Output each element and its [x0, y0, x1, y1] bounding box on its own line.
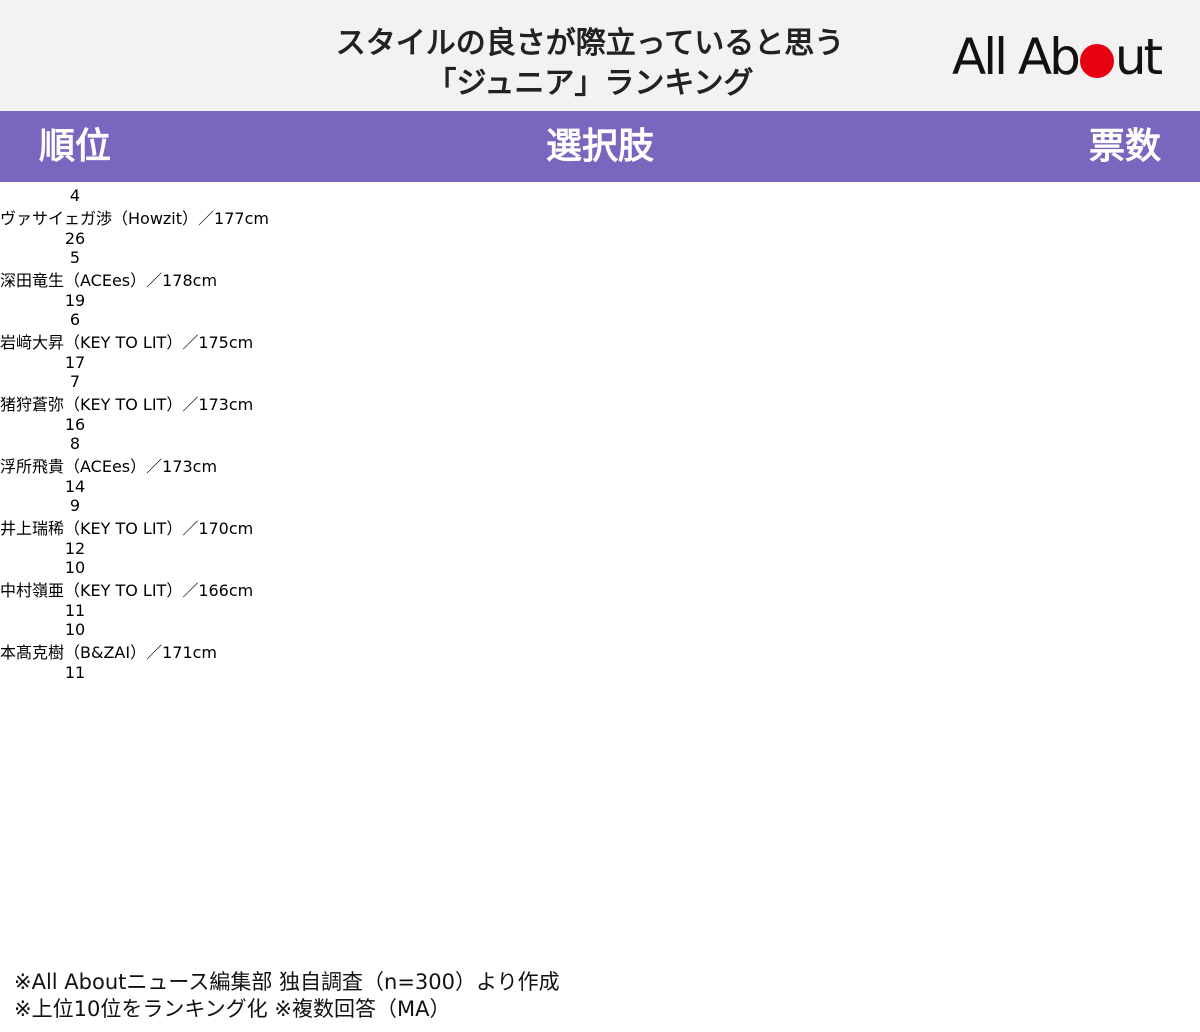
logo-dot	[1079, 44, 1114, 78]
table-row: 10 本髙克樹（B&ZAI）／171cm 11	[0, 620, 1200, 682]
logo: All Ab ut	[952, 28, 1163, 86]
rank: 10	[64, 558, 86, 577]
votes: 11	[64, 601, 86, 620]
table-row: 5 深田竜生（ACEes）／178cm 19	[0, 248, 1200, 310]
note: ※All Aboutニュース編集部 独自調査（n=300）より作成	[14, 970, 560, 994]
title-line: 「ジュニア」ランキング	[426, 66, 754, 101]
column-title: 順位	[38, 126, 111, 167]
note: ※上位10位をランキング化 ※複数回答（MA）	[14, 997, 451, 1021]
votes: 11	[64, 663, 86, 682]
table-row: 4 ヴァサイェガ渉（Howzit）／177cm 26	[0, 186, 1200, 248]
votes: 26	[64, 229, 86, 248]
rank: 4	[69, 186, 81, 205]
choice: 浮所飛貴（ACEes）／173cm	[0, 457, 218, 476]
table-row: 6 岩﨑大昇（KEY TO LIT）／175cm 17	[0, 310, 1200, 372]
votes: 14	[64, 477, 86, 496]
logo-text: ut	[1114, 28, 1163, 86]
rank: 6	[69, 310, 81, 329]
column-header: 順位 選択肢 票数	[0, 111, 1200, 182]
header: スタイルの良さが際立っていると思う 「ジュニア」ランキング All Ab ut	[0, 0, 1200, 111]
choice: 井上瑞稀（KEY TO LIT）／170cm	[0, 519, 254, 538]
title-line: スタイルの良さが際立っていると思う	[335, 26, 845, 61]
column-title: 選択肢	[545, 126, 654, 167]
votes: 19	[64, 291, 86, 310]
table-row: 7 猪狩蒼弥（KEY TO LIT）／173cm 16	[0, 372, 1200, 434]
choice: ヴァサイェガ渉（Howzit）／177cm	[0, 209, 269, 228]
votes: 12	[64, 539, 86, 558]
choice: 本髙克樹（B&ZAI）／171cm	[0, 643, 218, 662]
rank: 7	[69, 372, 81, 391]
choice: 深田竜生（ACEes）／178cm	[0, 271, 218, 290]
rank: 5	[69, 248, 81, 267]
table-row: 8 浮所飛貴（ACEes）／173cm 14	[0, 434, 1200, 496]
table-row: 9 井上瑞稀（KEY TO LIT）／170cm 12	[0, 496, 1200, 558]
choice: 岩﨑大昇（KEY TO LIT）／175cm	[0, 333, 254, 352]
rank: 9	[69, 496, 81, 515]
votes: 16	[64, 415, 86, 434]
votes: 17	[64, 353, 86, 372]
logo-text: All Ab	[952, 28, 1081, 86]
column-title: 票数	[1088, 126, 1161, 167]
rank: 10	[64, 620, 86, 639]
choice: 猪狩蒼弥（KEY TO LIT）／173cm	[0, 395, 254, 414]
choice: 中村嶺亜（KEY TO LIT）／166cm	[0, 581, 254, 600]
table-row: 10 中村嶺亜（KEY TO LIT）／166cm 11	[0, 558, 1200, 620]
rank: 8	[69, 434, 81, 453]
